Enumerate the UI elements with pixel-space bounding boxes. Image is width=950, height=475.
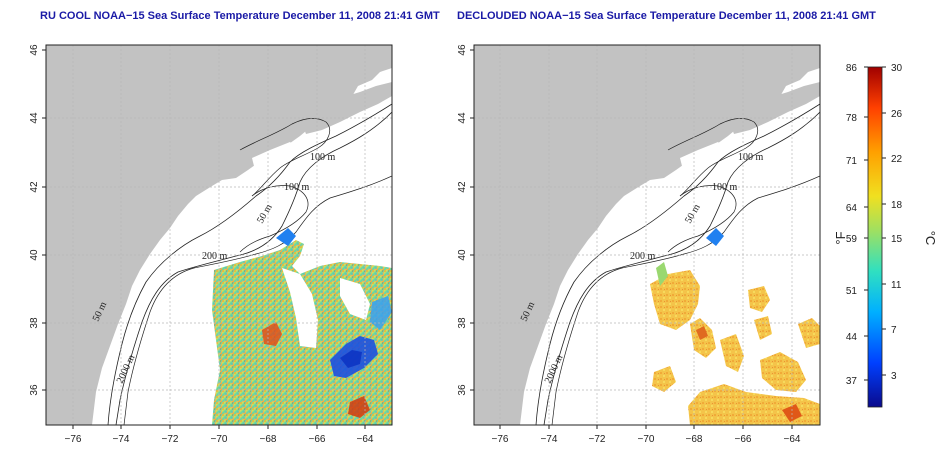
left-warm-patch-2 <box>348 396 370 418</box>
right-sst-patch <box>754 316 772 340</box>
right-contour-label-100m-north: 100 m <box>738 152 764 163</box>
right-shelf-cold <box>706 228 724 246</box>
colorbar-fahrenheit-tick: 71 <box>846 156 858 167</box>
colorbar-celsius-tick: 18 <box>891 200 903 211</box>
right-map: 100 m 100 m 50 m 200 m 50 m 2000 m −76 −… <box>457 44 821 445</box>
colorbar-celsius-tick: 22 <box>891 154 903 165</box>
right-sst-patch <box>650 270 700 330</box>
left-grid <box>46 45 392 425</box>
right-sst-patch <box>656 262 668 286</box>
colorbar-celsius-unit: °C <box>923 231 938 246</box>
right-contour-label-100m: 100 m <box>712 182 738 193</box>
left-lon-tick: −72 <box>162 434 179 445</box>
left-tick-marks <box>42 49 366 429</box>
left-contour-label-100m: 100 m <box>284 182 310 193</box>
colorbar-celsius-tick: 11 <box>891 280 902 291</box>
colorbar-celsius-tick: 30 <box>891 63 903 74</box>
right-lat-tick: 38 <box>457 317 468 329</box>
right-lon-tick: −64 <box>784 434 801 445</box>
right-lon-tick: −70 <box>638 434 655 445</box>
colorbar-fahrenheit-tick: 78 <box>846 113 858 124</box>
colorbar-celsius-tick: 3 <box>891 371 897 382</box>
left-warm-patch <box>262 322 282 346</box>
right-sst-patch <box>748 286 770 312</box>
left-lon-tick: −74 <box>113 434 130 445</box>
left-cold-patch-2 <box>340 350 362 368</box>
colorbar-fahrenheit-tick: 51 <box>846 286 858 297</box>
right-tick-marks <box>470 49 793 429</box>
left-lat-tick: 36 <box>29 384 40 396</box>
left-lon-tick: −68 <box>260 434 277 445</box>
right-lon-tick: −72 <box>589 434 606 445</box>
colorbar-celsius-tick: 7 <box>891 325 897 336</box>
right-lon-tick: −76 <box>492 434 509 445</box>
right-nova-scotia <box>728 82 820 134</box>
right-sst-patch <box>720 334 744 372</box>
colorbar-scale <box>867 66 883 408</box>
left-contour-label-100m-north: 100 m <box>310 152 336 163</box>
left-contour-label-200m: 200 m <box>202 251 228 262</box>
left-lon-tick: −76 <box>65 434 82 445</box>
left-lon-tick: −66 <box>309 434 326 445</box>
right-lat-tick: 40 <box>457 249 468 261</box>
right-sst-patch <box>760 352 806 392</box>
right-lon-tick: −74 <box>541 434 558 445</box>
colorbar-fahrenheit-tick: 86 <box>846 63 858 74</box>
left-lat-tick: 46 <box>29 44 40 56</box>
left-lat-tick: 44 <box>29 112 40 124</box>
left-maine-gulf-coast <box>252 142 300 174</box>
left-cloud-gap-2 <box>340 278 370 320</box>
right-map-title: DECLOUDED NOAA−15 Sea Surface Temperatur… <box>457 10 876 22</box>
left-lat-tick: 42 <box>29 181 40 193</box>
colorbar-celsius-tick: 15 <box>891 234 903 245</box>
right-contour-label-200m: 200 m <box>630 251 656 262</box>
left-east-blue <box>370 296 392 330</box>
left-land <box>46 45 392 425</box>
colorbar-fahrenheit-tick: 37 <box>846 376 858 387</box>
left-lon-tick: −64 <box>357 434 374 445</box>
right-lat-tick: 36 <box>457 384 468 396</box>
right-sst-patch <box>652 366 676 392</box>
right-lon-tick: −66 <box>735 434 752 445</box>
colorbar-tick-marks <box>864 66 886 381</box>
right-sst-patch <box>798 318 820 348</box>
right-maine-gulf-coast <box>680 142 728 174</box>
left-lat-tick: 40 <box>29 249 40 261</box>
left-map: 100 m 100 m 50 m 200 m 50 m 2000 m −76 −… <box>29 44 393 445</box>
left-lon-tick: −70 <box>211 434 228 445</box>
right-warm-patch <box>696 326 708 340</box>
left-map-title: RU COOL NOAA−15 Sea Surface Temperature … <box>40 10 440 22</box>
left-cloud-gap-1 <box>282 268 318 348</box>
left-nova-scotia <box>300 82 392 134</box>
colorbar-fahrenheit-tick: 64 <box>846 203 858 214</box>
right-grid <box>474 45 820 425</box>
colorbar-fahrenheit-tick: 59 <box>846 234 858 245</box>
right-lon-tick: −68 <box>686 434 703 445</box>
right-lat-tick: 42 <box>457 181 468 193</box>
left-shelf-cold <box>276 228 296 246</box>
right-map-frame <box>473 44 821 426</box>
colorbar-celsius-tick: 26 <box>891 109 903 120</box>
colorbar-fahrenheit-unit: °F <box>833 231 848 244</box>
left-lat-tick: 38 <box>29 317 40 329</box>
right-lat-tick: 44 <box>457 112 468 124</box>
right-land <box>474 45 820 425</box>
colorbar-fahrenheit-tick: 44 <box>846 332 858 343</box>
colorbar: 86 78 71 64 59 51 44 37 30 26 22 18 15 1… <box>833 63 938 408</box>
right-lat-tick: 46 <box>457 44 468 56</box>
